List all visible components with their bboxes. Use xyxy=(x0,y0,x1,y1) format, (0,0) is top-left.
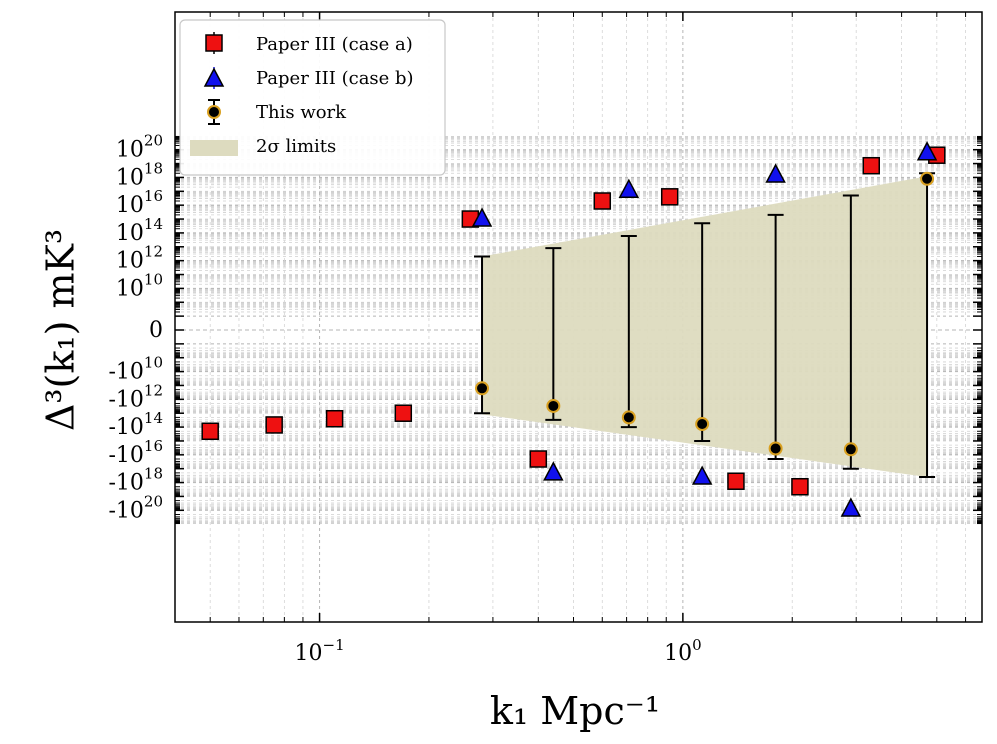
point-case-a xyxy=(593,192,612,210)
point-case-b xyxy=(691,465,713,485)
y-tick-label: -1016 xyxy=(108,437,163,468)
legend: Paper III (case a) Paper III (case b) Th… xyxy=(179,19,446,176)
sigma-band xyxy=(482,176,928,478)
legend-label-case-b: Paper III (case b) xyxy=(256,68,414,89)
point-case-a xyxy=(862,156,880,175)
marker-layer xyxy=(201,141,946,517)
y-tick-label: -1018 xyxy=(108,465,163,496)
point-case-a xyxy=(394,404,413,422)
legend-items xyxy=(190,32,238,156)
legend-marker-case-b xyxy=(203,67,225,87)
legend-marker-this-work xyxy=(207,105,221,119)
x-tick-label: 100 xyxy=(664,636,702,666)
legend-marker-case-a xyxy=(205,34,223,52)
legend-label-2sigma: 2σ limits xyxy=(256,136,336,157)
y-tick-label: 0 xyxy=(149,318,163,343)
point-case-b xyxy=(765,163,786,183)
point-case-b xyxy=(916,141,938,161)
point-this-work xyxy=(920,171,935,186)
y-tick-label: 1014 xyxy=(116,215,163,246)
y-tick-label: -1012 xyxy=(108,381,163,412)
point-this-work xyxy=(546,398,561,413)
y-tick-label: 1020 xyxy=(116,132,163,163)
point-case-a xyxy=(529,450,548,468)
point-this-work xyxy=(768,441,783,456)
point-this-work xyxy=(475,381,490,396)
point-case-a xyxy=(727,472,745,490)
point-case-b xyxy=(840,497,862,517)
plot-frame xyxy=(174,11,983,623)
y-tick-label: 1012 xyxy=(116,243,163,274)
point-this-work xyxy=(621,410,636,425)
point-case-a xyxy=(325,409,344,428)
x-axis-title: k₁ Mpc⁻¹ xyxy=(490,689,660,733)
point-case-b xyxy=(618,178,640,198)
point-case-b xyxy=(471,207,493,227)
point-case-a xyxy=(201,422,219,441)
y-tick-label: -1010 xyxy=(108,354,163,385)
point-case-b xyxy=(543,461,564,481)
point-case-a xyxy=(791,477,809,496)
y-tick-label: 1010 xyxy=(116,270,163,301)
legend-label-this-work: This work xyxy=(256,102,347,123)
sigma-band-layer xyxy=(482,176,928,478)
point-case-a xyxy=(660,188,679,206)
y-tick-label: -1020 xyxy=(108,492,163,523)
y-axis-title: Δ³(k₁) mK³ xyxy=(39,229,83,431)
errorbar-layer xyxy=(474,172,936,479)
legend-frame xyxy=(179,19,446,176)
point-case-a xyxy=(265,416,283,434)
legend-label-case-a: Paper III (case a) xyxy=(256,34,413,55)
y-tick-label: 1018 xyxy=(116,159,163,190)
axes xyxy=(174,11,983,623)
x-tick-label: 10−1 xyxy=(295,636,345,666)
y-tick-label: -1014 xyxy=(108,409,163,440)
y-tick-label: 1016 xyxy=(116,187,163,218)
legend-swatch-2sigma xyxy=(190,140,238,156)
point-this-work xyxy=(695,417,710,432)
point-this-work xyxy=(843,442,858,457)
